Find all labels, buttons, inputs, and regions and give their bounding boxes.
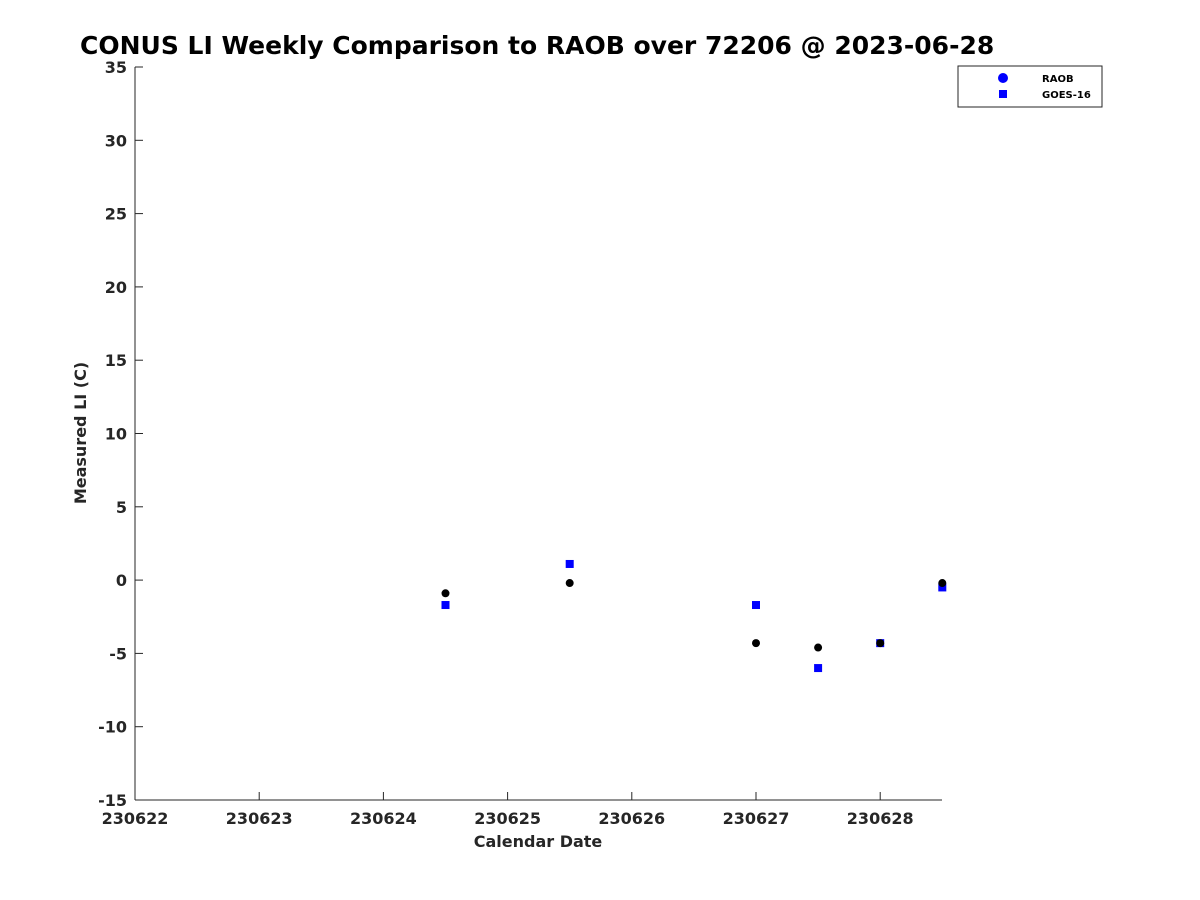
y-tick-label: 35: [105, 58, 127, 77]
raob-point: [565, 579, 574, 588]
raob-point: [876, 639, 885, 648]
y-axis-label: Measured LI (C): [71, 362, 90, 504]
goes-16-point: [565, 559, 574, 568]
goes-16-point: [938, 583, 947, 592]
y-tick-label: 10: [105, 425, 127, 444]
y-tick-label: 5: [116, 498, 127, 517]
legend-label-goes-16: GOES-16: [1042, 90, 1091, 101]
raob-point: [814, 643, 823, 652]
x-axis-ticks: 230622 230623 230624 230625 230626 230627 2306…: [102, 792, 914, 828]
legend-box: [957, 65, 1103, 108]
y-tick-label: -10: [98, 718, 127, 737]
y-tick-label: 20: [105, 278, 127, 297]
legend-label-raob: RAOB: [1042, 74, 1074, 85]
y-tick-label: 25: [105, 205, 127, 224]
x-tick-label: 230622: [102, 809, 169, 828]
x-tick-label: 230627: [723, 809, 790, 828]
y-tick-label: 0: [116, 571, 127, 590]
x-axis-label: Calendar Date: [474, 832, 603, 851]
legend-marker-goes-16: [999, 90, 1007, 98]
legend: RAOB GOES-16: [957, 65, 1103, 108]
chart-title: CONUS LI Weekly Comparison to RAOB over …: [80, 31, 994, 60]
goes-16-point: [441, 601, 450, 610]
x-tick-label: 230626: [598, 809, 665, 828]
goes-16-point: [814, 664, 823, 673]
raob-point: [441, 589, 450, 598]
y-tick-label: 15: [105, 351, 127, 370]
goes-16-point: [752, 601, 760, 610]
y-tick-label: 30: [105, 131, 127, 150]
y-tick-label: -5: [109, 644, 127, 663]
data-points: [441, 559, 947, 673]
x-tick-label: 230624: [350, 809, 417, 828]
x-tick-label: 230625: [474, 809, 541, 828]
x-tick-label: 230628: [847, 809, 914, 828]
raob-point: [938, 579, 947, 588]
y-axis-ticks: -15 -10 -5 0 5 10 15 20 25 30 35: [98, 58, 143, 810]
y-tick-label: -15: [98, 791, 127, 810]
legend-marker-raob: [998, 73, 1008, 83]
x-tick-label: 230623: [226, 809, 293, 828]
plot-area: [134, 67, 942, 801]
raob-point: [752, 639, 760, 648]
